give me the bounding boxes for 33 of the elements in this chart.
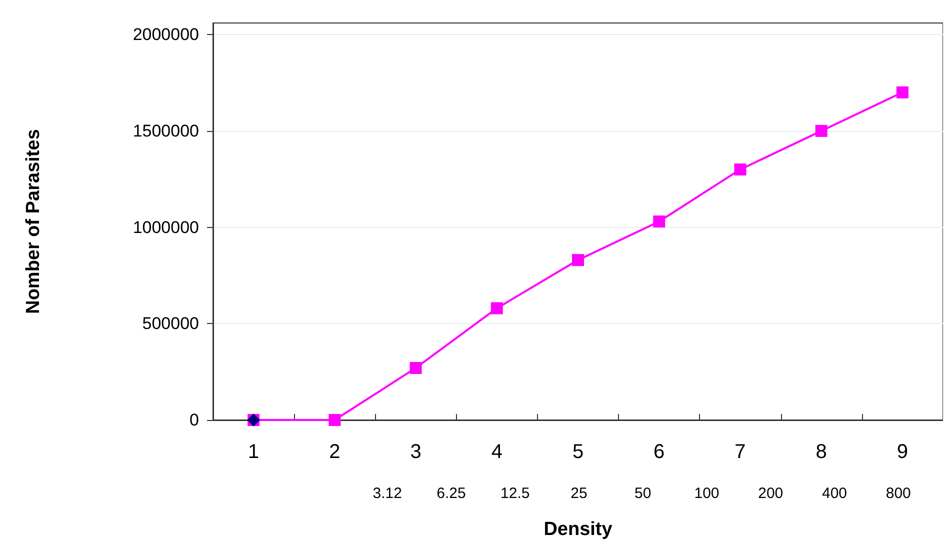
y-tick-label: 500000 [142, 314, 199, 334]
text: 25 [570, 485, 588, 502]
y-tick-label: 0 [190, 410, 199, 430]
x-tick-label: 1 [248, 441, 260, 463]
text: 3.12 [372, 485, 402, 502]
x-axis-title: Density [544, 519, 613, 540]
text: 200 [758, 485, 784, 502]
text: 50 [634, 485, 652, 502]
text: 800 [886, 485, 911, 502]
point [572, 254, 584, 266]
x-tick-label: 5 [572, 441, 584, 463]
text: 400 [822, 485, 848, 502]
point [653, 216, 666, 228]
y-tick-label: 1000000 [132, 218, 199, 237]
x-tick-label: 7 [734, 441, 746, 463]
point [896, 86, 908, 98]
x-tick-label: 8 [816, 441, 827, 463]
point [410, 362, 422, 374]
y-axis-title: Nomber of Parasites [23, 129, 44, 314]
text: 12.5 [500, 485, 530, 502]
point [328, 414, 341, 426]
point [815, 124, 828, 137]
x-tick-label: 9 [896, 441, 908, 463]
text: 6.25 [436, 485, 466, 502]
y-tick-label: 1500000 [132, 121, 199, 140]
point [734, 163, 746, 176]
x-tick-label: 6 [654, 441, 665, 463]
point [490, 302, 503, 314]
x-tick-label: 2 [329, 441, 340, 463]
y-tick-label: 2000000 [132, 25, 199, 44]
text: 100 [694, 485, 720, 502]
x-tick-label: 3 [410, 441, 422, 463]
x-tick-label: 4 [491, 441, 502, 463]
